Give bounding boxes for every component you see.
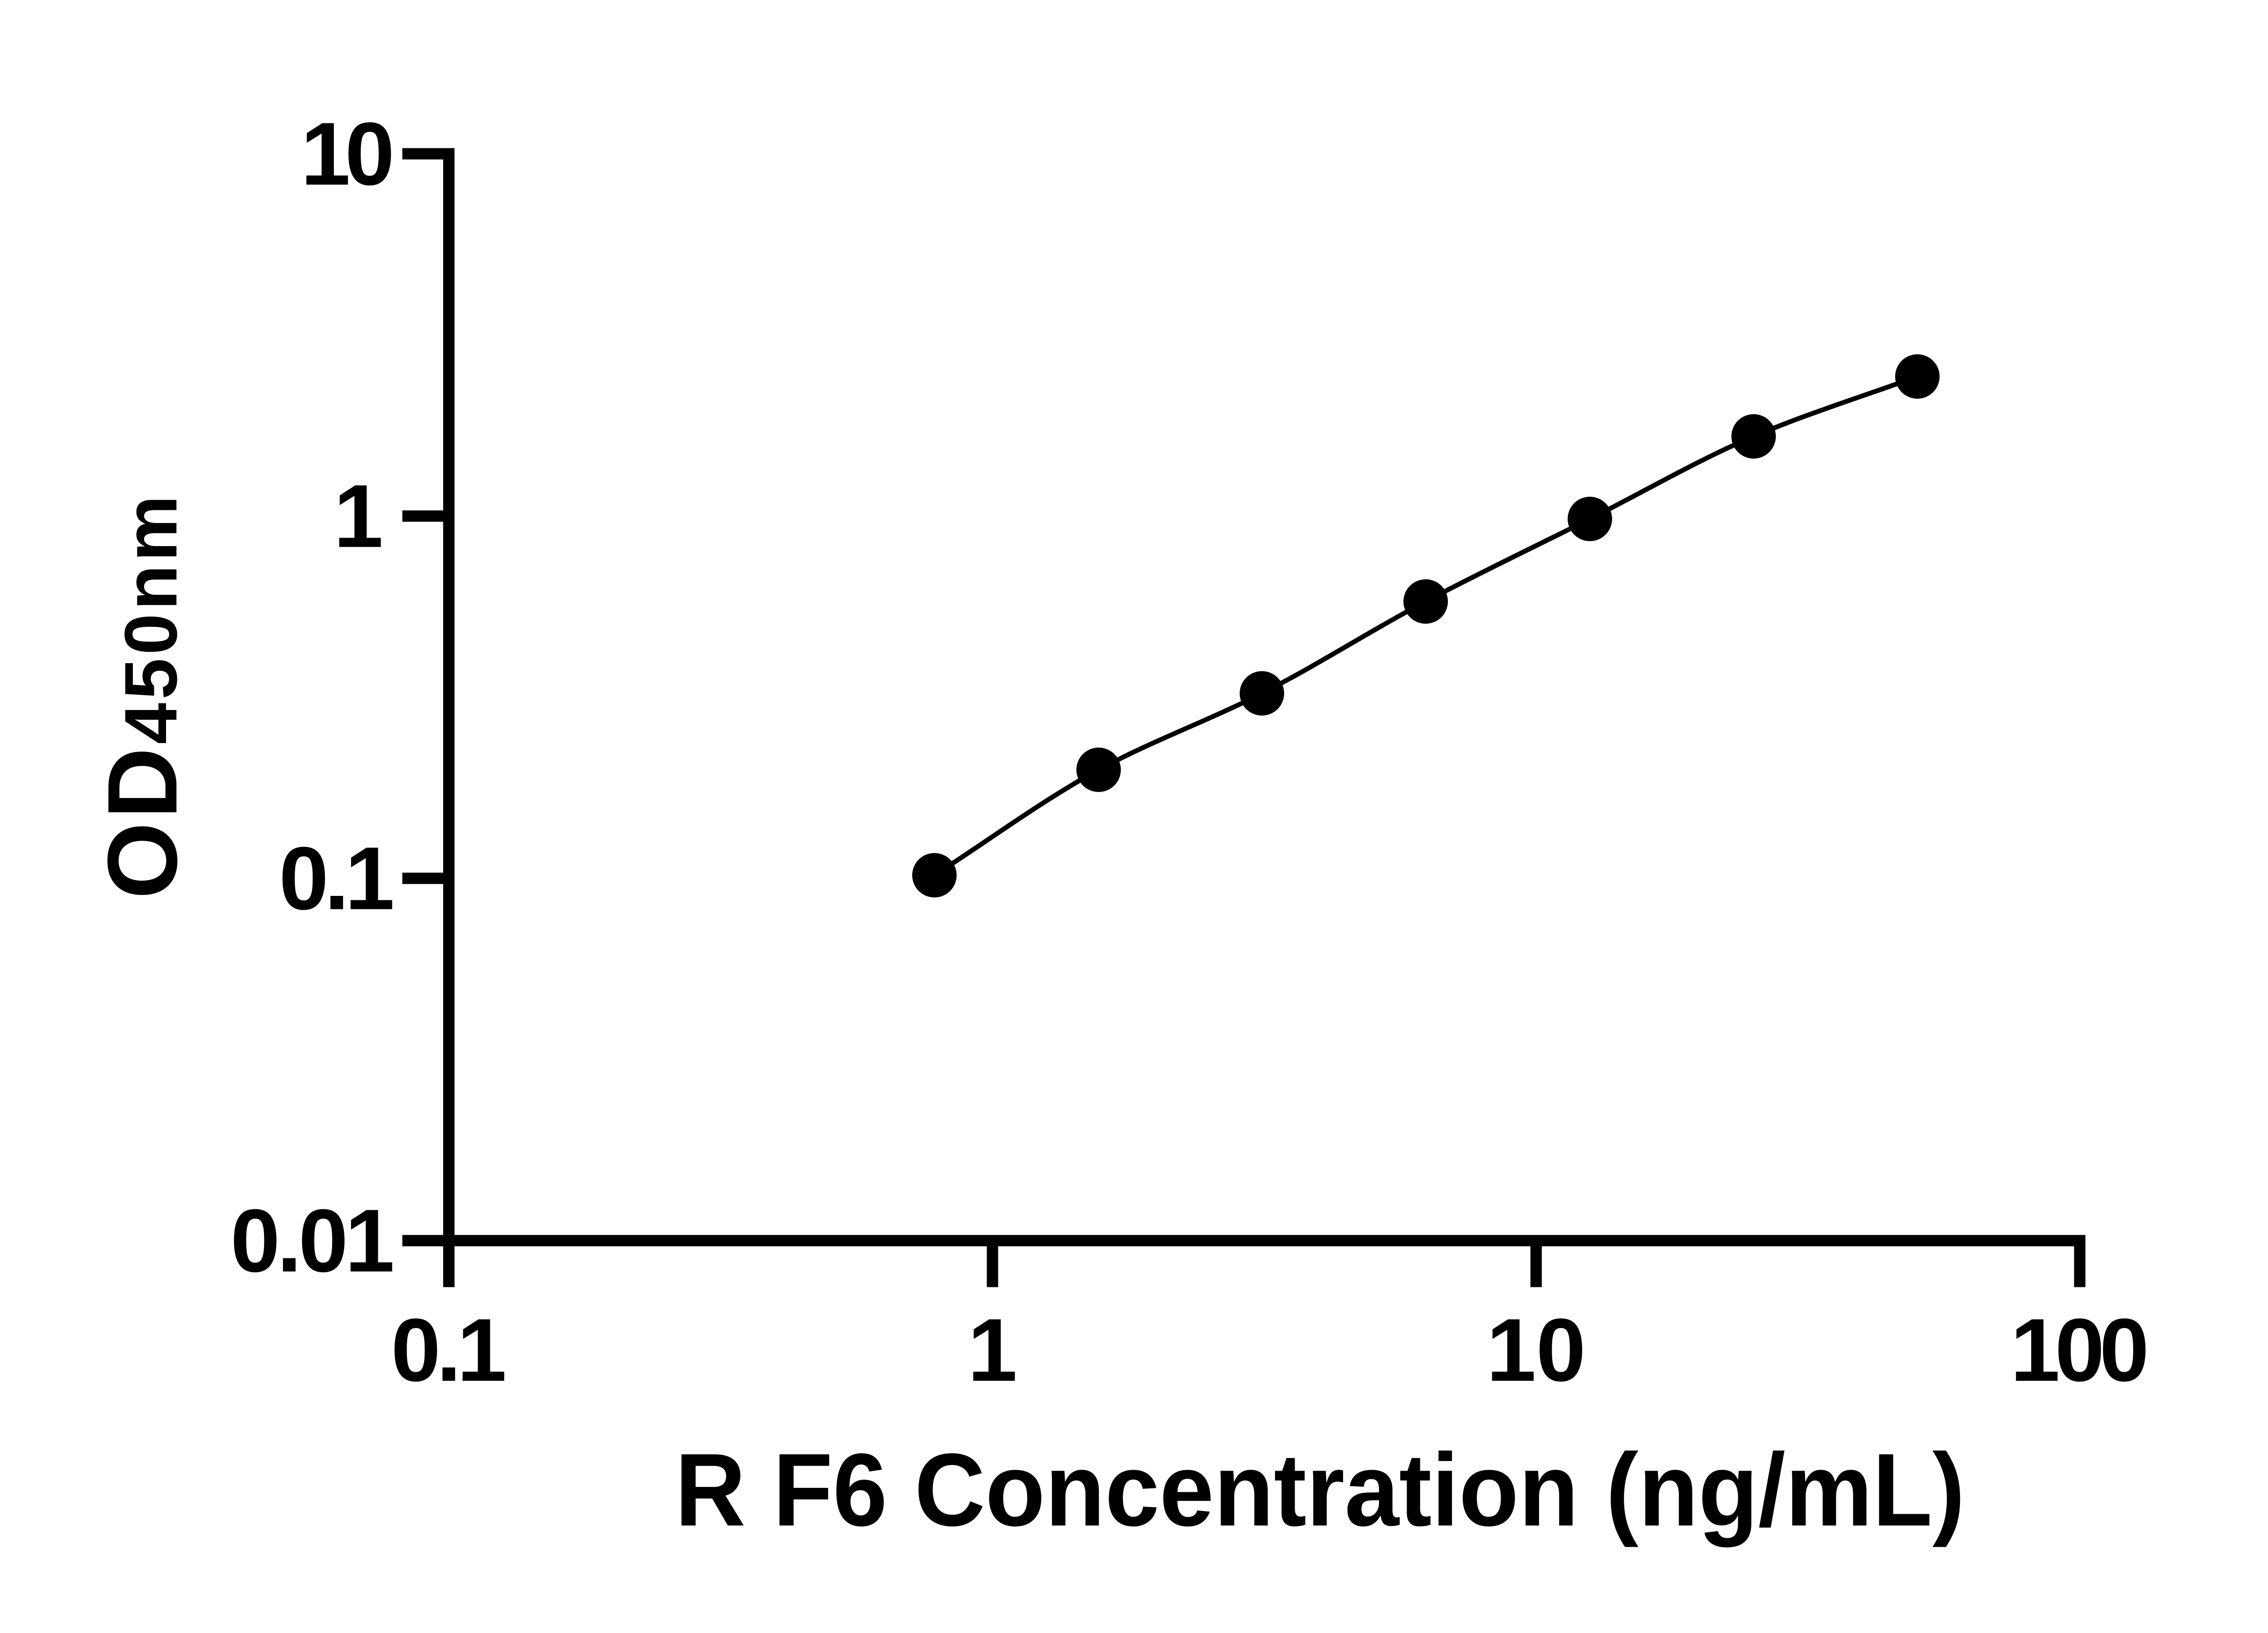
svg-text:0.1: 0.1 bbox=[391, 1300, 507, 1400]
svg-text:100: 100 bbox=[2010, 1300, 2149, 1400]
svg-text:0.01: 0.01 bbox=[230, 1191, 395, 1291]
svg-text:1: 1 bbox=[333, 466, 383, 566]
svg-text:1: 1 bbox=[968, 1300, 1017, 1400]
svg-text:R F6 Concentration (ng/mL): R F6 Concentration (ng/mL) bbox=[675, 1433, 1965, 1548]
svg-text:10: 10 bbox=[301, 104, 395, 204]
svg-text:10: 10 bbox=[1486, 1300, 1586, 1400]
svg-text:0.1: 0.1 bbox=[279, 828, 395, 928]
